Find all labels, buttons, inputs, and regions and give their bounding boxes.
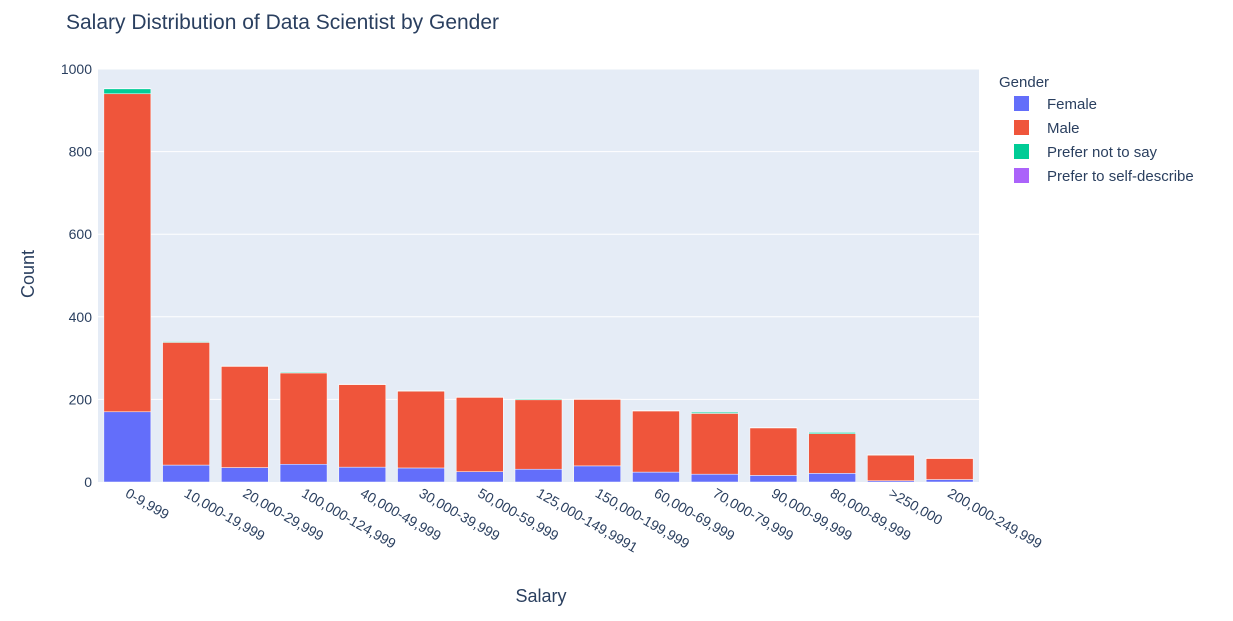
- x-axis-ticks: 0-9,999 10,000-19,99920,000-29,999100,000…: [123, 485, 1045, 556]
- x-tick-label: 125,000-149,9991: [534, 485, 641, 556]
- y-tick-label: 800: [69, 144, 93, 160]
- legend-label: Prefer not to say: [1047, 144, 1158, 161]
- y-axis-title: Count: [18, 250, 38, 298]
- bar-male-12: [808, 433, 856, 474]
- bar-female-1: [162, 464, 210, 483]
- bar-male-1: [162, 342, 210, 466]
- bar-male-4: [338, 384, 387, 468]
- bar-female-4: [338, 466, 387, 483]
- y-axis-ticks: 0 200 400 600 800 1000: [61, 61, 92, 490]
- bar-male-3: [279, 372, 328, 465]
- bar-male-10: [690, 413, 739, 475]
- chart-title: Salary Distribution of Data Scientist by…: [66, 11, 499, 34]
- bar-female-10: [690, 473, 739, 483]
- bar-male-2: [221, 366, 269, 468]
- legend-title: Gender: [999, 74, 1049, 91]
- bar-female-7: [514, 468, 563, 483]
- bar-prefer-not-to-say-10: [690, 411, 739, 414]
- bar-prefer-not-to-say-1: [162, 341, 210, 343]
- bar-prefer-not-to-say-3: [279, 371, 328, 374]
- bar-prefer-not-to-say-12: [808, 432, 856, 434]
- bar-female-8: [573, 465, 621, 483]
- x-axis-title: Salary: [515, 586, 566, 606]
- bar-male-11: [749, 427, 798, 476]
- bar-prefer-not-to-say-7: [514, 398, 563, 401]
- bar-female-11: [749, 475, 798, 483]
- legend-label: Prefer to self-describe: [1047, 168, 1194, 185]
- bar-female-14: [925, 479, 974, 483]
- bar-female-12: [808, 473, 856, 483]
- y-tick-label: 400: [69, 309, 93, 325]
- legend-label: Male: [1047, 120, 1080, 137]
- bar-female-0: [103, 411, 152, 483]
- bar-male-6: [456, 397, 504, 472]
- bar-male-8: [573, 399, 621, 467]
- legend-swatch: [1014, 120, 1029, 135]
- y-tick-label: 1000: [61, 61, 92, 77]
- bars: [103, 88, 974, 483]
- bar-female-6: [456, 471, 504, 483]
- legend-swatch: [1014, 168, 1029, 183]
- x-tick-label: 0-9,999: [123, 485, 172, 523]
- bar-female-3: [279, 463, 328, 483]
- legend-swatch: [1014, 144, 1029, 159]
- bar-male-0: [103, 93, 152, 413]
- bar-male-7: [514, 399, 563, 470]
- legend: Gender Female Male Prefer not to say Prefer…: [999, 74, 1194, 185]
- bar-female-5: [397, 467, 445, 483]
- y-tick-label: 0: [84, 474, 92, 490]
- legend-swatch: [1014, 96, 1029, 111]
- bar-male-5: [397, 390, 445, 469]
- bar-female-2: [221, 467, 269, 483]
- bar-male-13: [867, 454, 915, 482]
- y-tick-label: 600: [69, 226, 93, 242]
- bar-male-9: [632, 410, 680, 473]
- legend-label: Female: [1047, 96, 1097, 113]
- bar-male-14: [925, 458, 974, 480]
- x-tick-label: 200,000-249,999: [945, 485, 1045, 552]
- bar-prefer-not-to-say-0: [103, 88, 152, 95]
- y-tick-label: 200: [69, 391, 93, 407]
- bar-female-9: [632, 471, 680, 483]
